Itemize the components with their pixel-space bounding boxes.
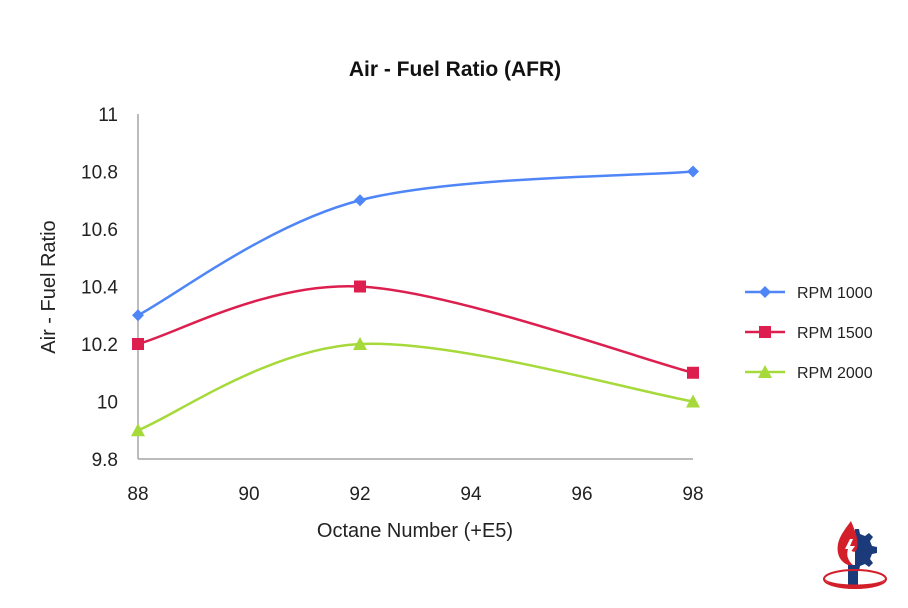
series-1 [132,165,699,322]
legend-marker [759,326,771,338]
data-point-marker [354,194,366,207]
x-tick-label: 92 [349,484,370,505]
x-tick-label: 94 [460,484,482,505]
legend: RPM 1000 RPM 1500 RPM 2000 [745,285,873,382]
data-point-marker [354,280,366,293]
series-3 [131,337,700,437]
data-point-marker [132,338,144,350]
series-line [137,342,694,432]
tick-labels: 9.8 10 10.2 10.4 10.6 10.8 11 88 90 92 94 96 98 [81,105,704,505]
chart-title: Air - Fuel Ratio (AFR) [349,58,561,81]
y-tick-label: 9.8 [92,450,118,471]
legend-entry: RPM 1500 [745,325,873,342]
legend-label: RPM 1500 [797,325,873,342]
data-point-marker [131,423,145,437]
data-point-marker [686,394,700,408]
data-point-marker [353,337,367,350]
x-tick-label: 90 [238,484,259,505]
y-tick-label: 10.2 [81,335,118,356]
legend-label: RPM 2000 [797,365,873,382]
y-tick-label: 11 [98,105,118,126]
data-point-marker [687,366,699,379]
x-tick-label: 98 [682,484,703,505]
y-tick-label: 10.8 [81,163,118,184]
series-2 [132,280,699,379]
x-tick-label: 88 [127,484,148,505]
data-point-marker [687,165,699,178]
x-tick-label: 96 [571,484,592,505]
x-axis-label: Octane Number (+E5) [317,520,513,542]
series-layer [131,165,700,437]
legend-entry: RPM 2000 [745,365,873,382]
y-tick-label: 10.4 [81,278,118,299]
y-tick-label: 10.6 [81,220,118,241]
series-line [137,285,694,374]
y-tick-label: 10 [97,393,118,414]
legend-marker [758,365,772,378]
series-line [137,170,694,317]
data-point-marker [132,309,144,322]
y-axis-label: Air - Fuel Ratio [38,220,60,353]
legend-label: RPM 1000 [797,285,873,302]
legend-entry: RPM 1000 [745,285,873,302]
legend-marker [759,286,771,298]
flame-gear-logo-icon [823,521,887,589]
